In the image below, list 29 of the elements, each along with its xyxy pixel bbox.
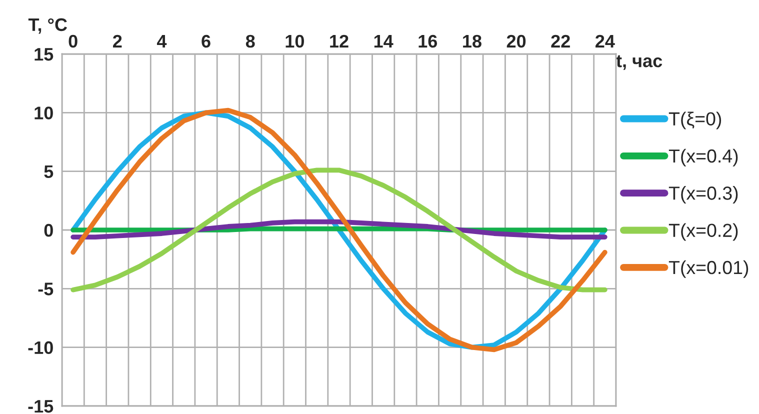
legend-label: T(x=0.01) <box>668 260 748 278</box>
x-tick-label: 0 <box>68 34 78 48</box>
y-tick-label: 0 <box>44 224 53 237</box>
legend-label: T(ξ=0) <box>668 112 722 130</box>
x-axis-title: t, час <box>616 55 662 70</box>
line-series <box>70 219 608 240</box>
x-tick-label: 10 <box>286 34 304 48</box>
x-tick-label: 6 <box>202 34 210 48</box>
x-tick-label: 2 <box>113 34 122 48</box>
x-tick-label: 4 <box>156 35 167 48</box>
y-tick-label: 15 <box>34 48 54 61</box>
y-tick-label: 5 <box>44 165 54 178</box>
x-tick-label: 22 <box>551 34 570 48</box>
y-tick-label: -10 <box>28 341 53 354</box>
x-tick-label: 14 <box>374 35 394 48</box>
legend-label: T(x=0.3) <box>668 186 738 204</box>
x-tick-label: 12 <box>330 34 348 48</box>
x-tick-label: 16 <box>418 34 438 48</box>
y-tick-label: 10 <box>34 106 53 120</box>
y-tick-label: -15 <box>28 400 54 413</box>
legend-label: T(x=0.4) <box>668 148 738 166</box>
line-series <box>70 168 608 292</box>
legend-label: T(x=0.2) <box>668 223 738 241</box>
x-tick-label: 24 <box>596 34 615 48</box>
y-axis-title: T, °C <box>28 18 68 34</box>
y-tick-label: -5 <box>38 282 54 296</box>
x-tick-label: 20 <box>506 34 526 48</box>
x-tick-label: 18 <box>463 34 482 48</box>
x-tick-label: 8 <box>246 34 255 48</box>
